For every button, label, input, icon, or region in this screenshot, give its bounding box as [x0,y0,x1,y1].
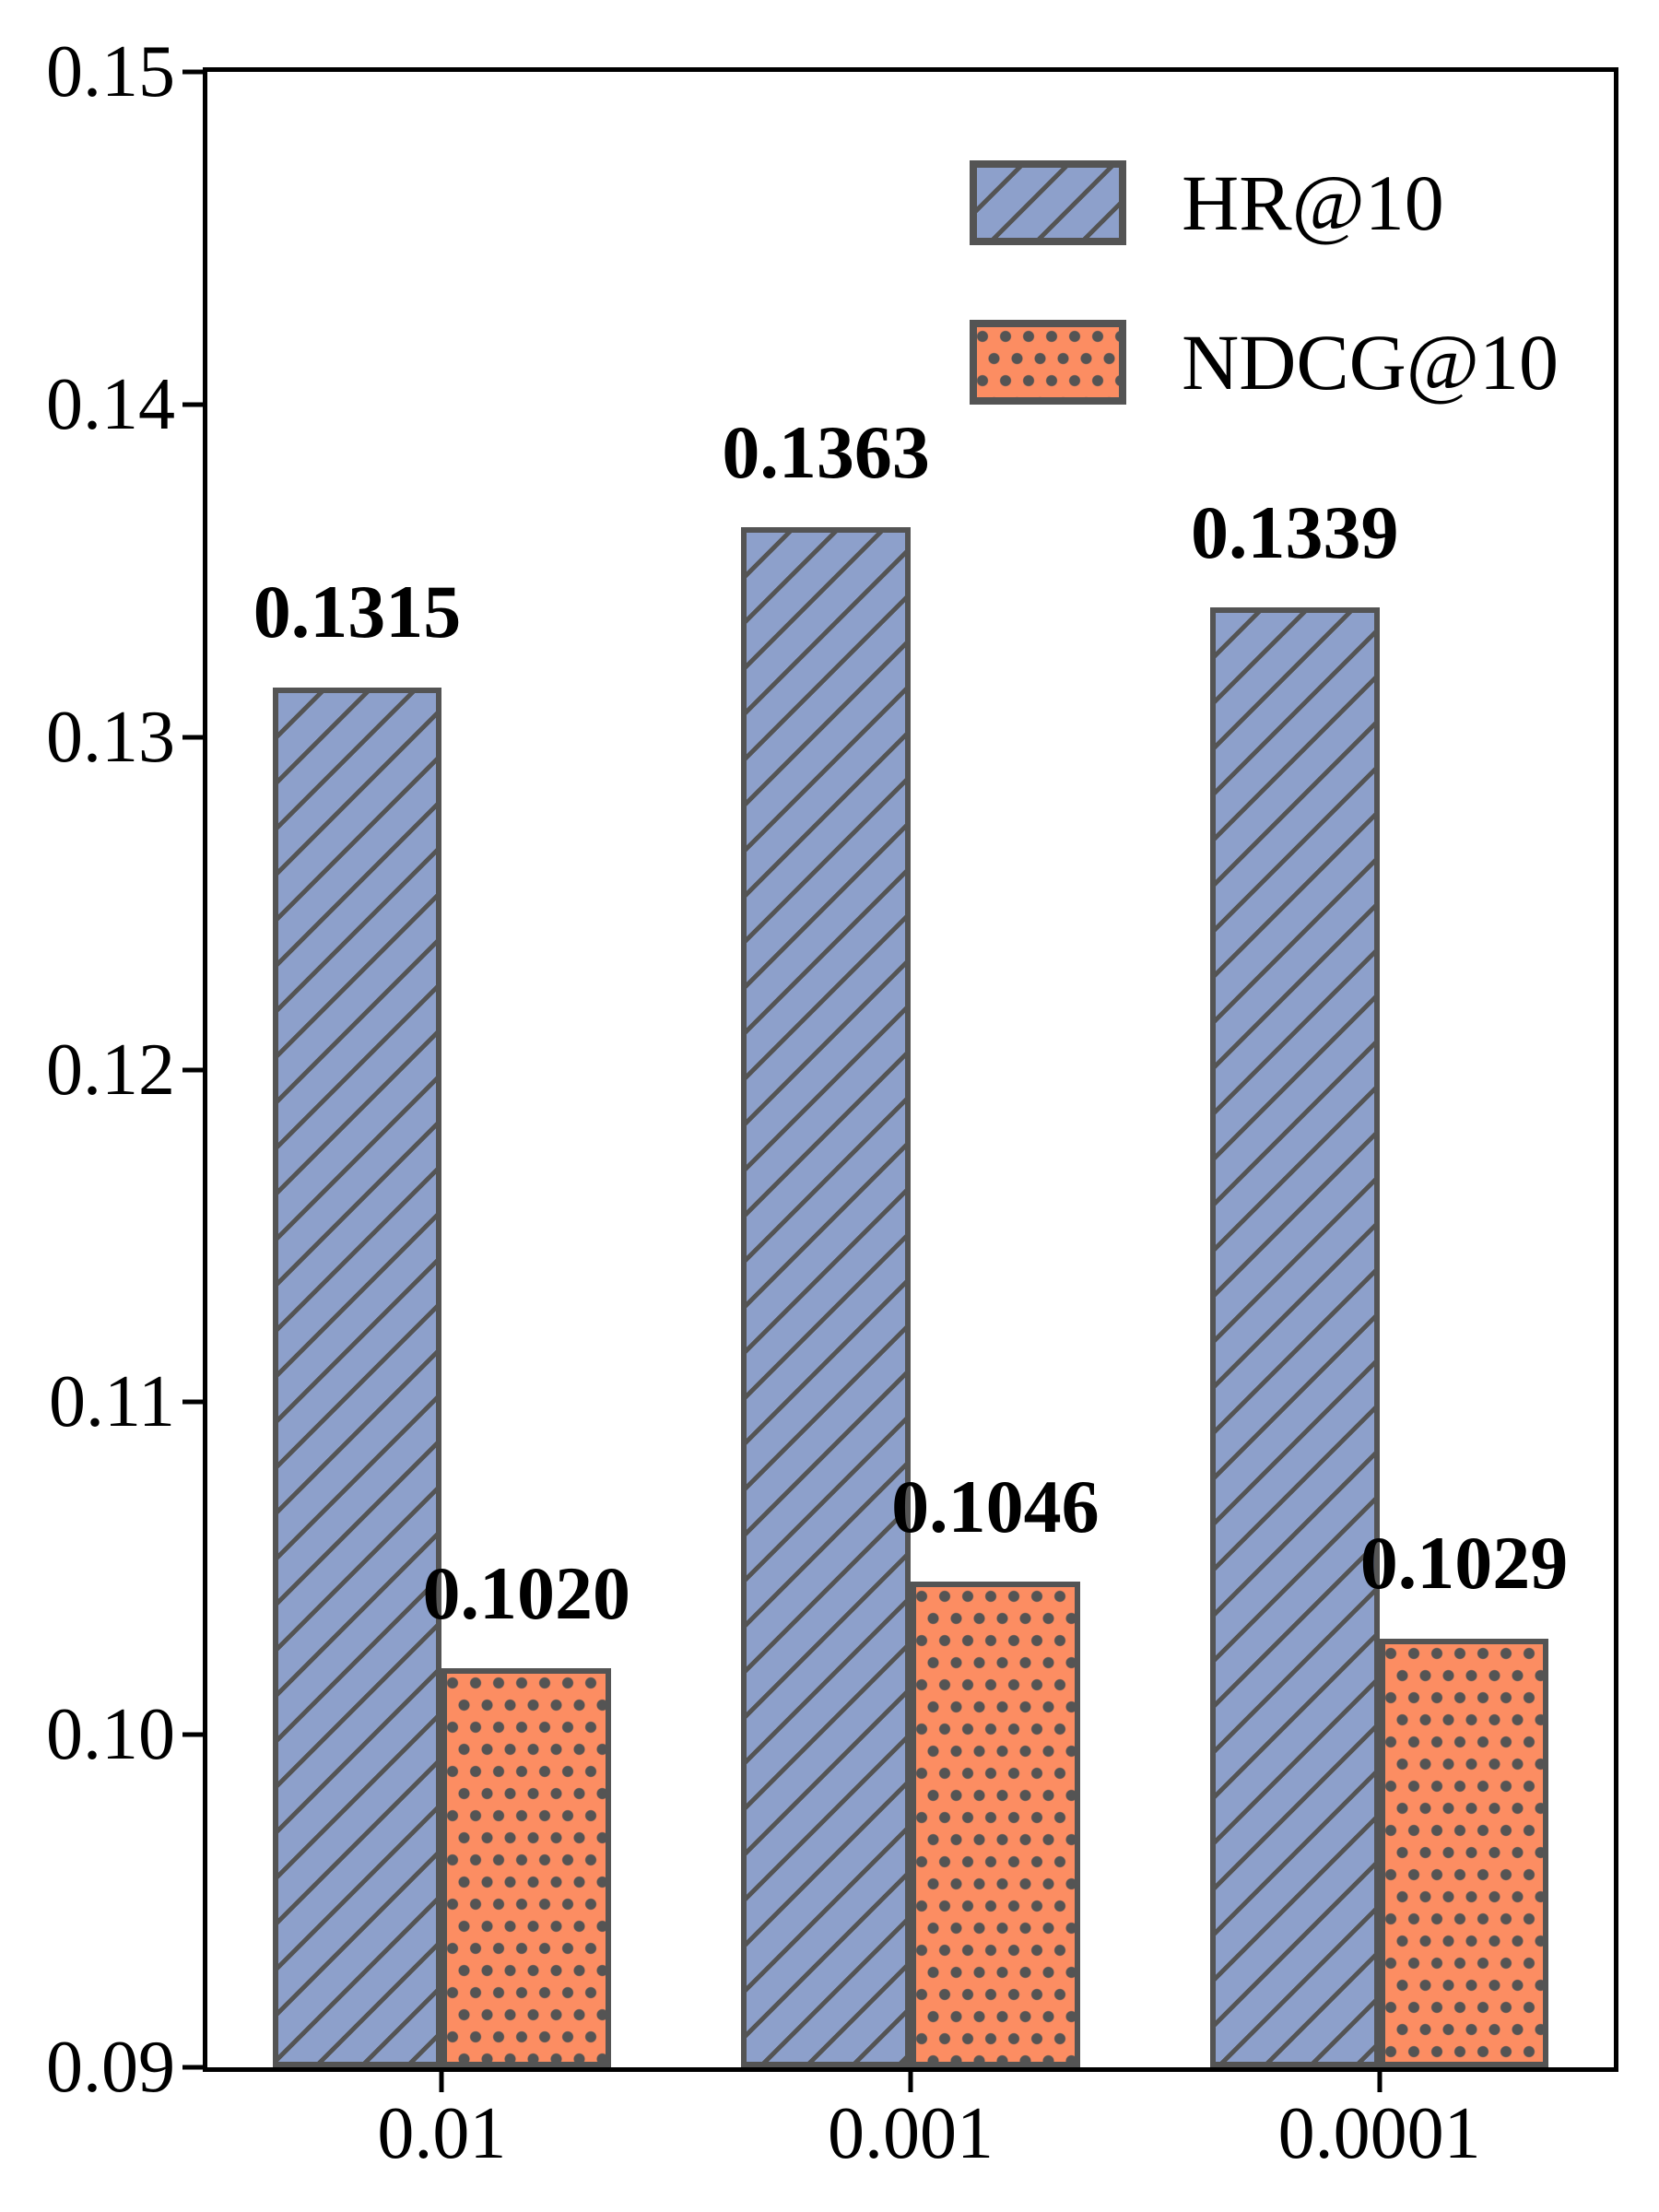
bar-HR@10-0.0001 [1209,606,1380,2067]
y-tick-mark [182,735,203,740]
plot-area: HR@10 NDCG@10 0.15 0.14 0.13 0.12 0.11 0.10 0.… [46,35,1618,2171]
y-tick-label: 0.11 [48,1361,175,1443]
x-tick-label: 0.01 [377,2093,507,2174]
bar-value-label: 0.1363 [722,410,930,495]
x-tick-label: 0.0001 [1277,2093,1481,2174]
legend-swatch-hr10 [970,160,1127,246]
bar-value-label: 0.1046 [891,1465,1100,1548]
y-tick-label: 0.13 [46,696,175,778]
y-tick-mark [182,2065,203,2070]
legend-label-ndcg10: NDCG@10 [1182,317,1559,406]
y-tick-label: 0.09 [46,2027,175,2108]
x-tick-mark [908,2072,913,2092]
bar-NDCG@10-0.001 [911,1582,1080,2067]
bar-value-label: 0.1020 [422,1550,630,1635]
y-tick-mark [182,402,203,407]
y-tick-mark [182,1732,203,1737]
x-tick-mark [1377,2072,1382,2092]
legend-item-ndcg10: NDCG@10 [970,317,1559,406]
y-tick-label: 0.14 [46,363,175,445]
y-tick-mark [182,1399,203,1405]
bar-NDCG@10-0.01 [441,1668,612,2067]
legend: HR@10 NDCG@10 [970,159,1559,406]
legend-label-hr10: HR@10 [1182,159,1444,247]
bar-value-label: 0.1029 [1359,1521,1569,1606]
bar-HR@10-0.01 [272,687,442,2067]
y-tick-mark [182,1067,203,1072]
bar-NDCG@10-0.0001 [1379,1638,1549,2067]
y-tick-label: 0.10 [46,1694,175,1776]
x-tick-mark [439,2072,444,2092]
y-tick-mark [182,69,203,75]
x-tick-label: 0.001 [828,2093,994,2174]
y-tick-label: 0.15 [46,31,175,112]
y-tick-label: 0.12 [46,1029,175,1111]
legend-item-hr10: HR@10 [970,159,1559,247]
legend-swatch-ndcg10 [970,319,1127,405]
bar-value-label: 0.1339 [1191,489,1399,574]
bar-value-label: 0.1315 [253,570,462,654]
bar-HR@10-0.001 [741,527,911,2067]
